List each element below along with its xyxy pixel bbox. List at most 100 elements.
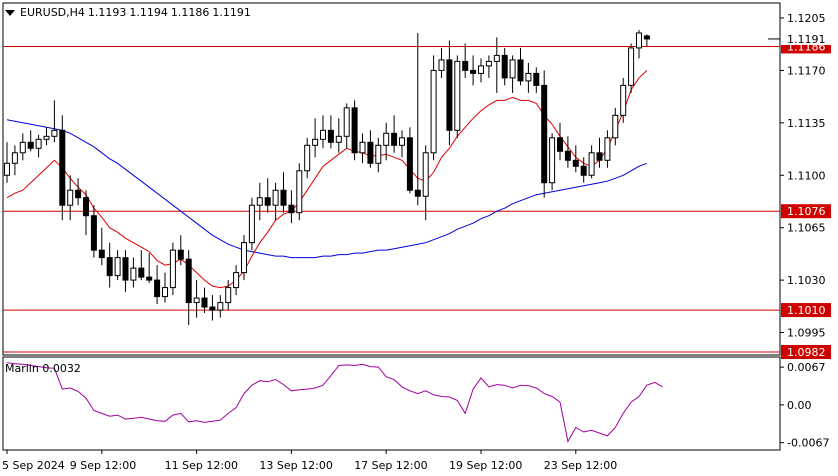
- candle-body: [596, 152, 603, 161]
- osc-tick-label: 0.0067: [787, 361, 826, 374]
- candle-body: [391, 132, 398, 146]
- indicator-label: Marlin 0.0032: [5, 362, 81, 375]
- candle-body: [375, 144, 382, 164]
- oscillator-line: [6, 362, 663, 443]
- candle-body: [383, 132, 390, 146]
- level-tag-bg: [781, 345, 831, 360]
- slow-ma-line: [6, 119, 648, 259]
- level-tag-bg: [781, 204, 831, 219]
- ohlc-high: 1.1194: [129, 6, 168, 19]
- candle-body: [83, 197, 89, 217]
- candle-body: [320, 129, 326, 140]
- time-tick-label: 17 Sep 12:00: [354, 459, 427, 472]
- candle-body: [628, 47, 635, 86]
- candle-body: [588, 152, 595, 176]
- candle-body: [264, 197, 271, 206]
- candle-body: [138, 267, 145, 278]
- candle-body: [430, 69, 437, 154]
- candle-body: [185, 258, 192, 304]
- ohlc-open: 1.1193: [87, 6, 127, 19]
- candle-body: [517, 59, 524, 82]
- price-tick-label: 1.1030: [787, 274, 826, 287]
- price-tick-label: 1.1135: [787, 117, 826, 130]
- candle-body: [296, 170, 303, 214]
- candle-body: [572, 159, 579, 167]
- dropdown-triangle-icon[interactable]: [5, 9, 15, 16]
- candle-body: [248, 204, 255, 244]
- candle-body: [399, 137, 405, 146]
- candle-body: [90, 215, 97, 251]
- candle-body: [367, 141, 374, 164]
- fast-ma-line: [6, 70, 648, 289]
- candle-body: [509, 59, 516, 79]
- oscillator-polyline: [6, 362, 663, 443]
- candle-body: [438, 59, 445, 71]
- candle-body: [27, 141, 34, 149]
- chart-header: EURUSD,H4 1.1193 1.1194 1.1186 1.1191: [5, 6, 251, 19]
- candle-body: [541, 84, 548, 184]
- candle-body: [272, 189, 279, 206]
- price-tick-label: 1.1100: [787, 169, 826, 182]
- candle-body: [359, 141, 366, 154]
- candle-body: [620, 84, 627, 116]
- candle-body: [19, 141, 26, 154]
- candle-body: [414, 189, 421, 197]
- main-plot-border: [2, 2, 781, 356]
- ohlc-low: 1.1186: [170, 6, 210, 19]
- candle-body: [493, 54, 500, 62]
- candle-body: [612, 114, 619, 139]
- candle-body: [241, 242, 247, 274]
- candle-body: [327, 129, 334, 143]
- candle-body: [343, 107, 350, 137]
- oscillator-plot-border: [2, 356, 781, 451]
- oscillator-axis: 0.0067 0.00 -0.0067: [780, 361, 829, 450]
- candle-body: [288, 204, 295, 214]
- symbol-timeframe: EURUSD,H4: [20, 6, 85, 19]
- candle-body: [580, 165, 587, 176]
- current-price-bg: [781, 31, 831, 45]
- time-tick-label: 11 Sep 12:00: [165, 459, 238, 472]
- price-axis: 1.1205 1.1170 1.1135 1.1100 1.1065 1.1030 1.09…: [780, 12, 826, 340]
- candle-body: [122, 257, 129, 281]
- candle-body: [335, 135, 342, 143]
- candle-body: [304, 144, 311, 172]
- candle-body: [549, 137, 556, 184]
- candle-body: [604, 137, 611, 161]
- candle-body: [225, 287, 232, 304]
- candle-body: [406, 137, 413, 191]
- candle-body: [162, 287, 168, 298]
- candle-body: [67, 189, 74, 206]
- fast-moving-average: [6, 70, 648, 289]
- candlesticks: [4, 29, 650, 326]
- candle-body: [636, 32, 642, 49]
- candle-body: [106, 257, 113, 277]
- candle-body: [470, 69, 477, 74]
- candle-body: [75, 189, 82, 199]
- time-axis: 5 Sep 2024 9 Sep 12:00 11 Sep 12:00 13 Sep …: [2, 450, 617, 472]
- candle-body: [51, 129, 58, 137]
- candle-body: [146, 276, 153, 281]
- candle-body: [280, 189, 287, 206]
- candle-body: [422, 152, 429, 197]
- candle-body: [11, 152, 18, 164]
- main-chart-frame: [2, 2, 781, 356]
- candle-body: [533, 72, 540, 86]
- candle-body: [351, 107, 358, 154]
- candle-body: [501, 54, 508, 79]
- candle-body: [446, 59, 453, 131]
- level-tag-label: 1.1076: [787, 205, 826, 218]
- candle-body: [114, 257, 121, 277]
- candle-body: [312, 138, 319, 146]
- oscillator-frame: [2, 356, 781, 451]
- osc-tick-label: -0.0067: [787, 437, 829, 450]
- candle-body: [233, 272, 240, 289]
- ohlc-close: 1.1191: [212, 6, 251, 19]
- horizontal-levels[interactable]: [3, 45, 780, 353]
- price-tick-label: 1.1065: [787, 222, 826, 235]
- candle-body: [98, 249, 105, 259]
- candle-body: [193, 297, 200, 304]
- candle-body: [154, 279, 161, 298]
- price-tick-label: 1.0995: [787, 327, 826, 340]
